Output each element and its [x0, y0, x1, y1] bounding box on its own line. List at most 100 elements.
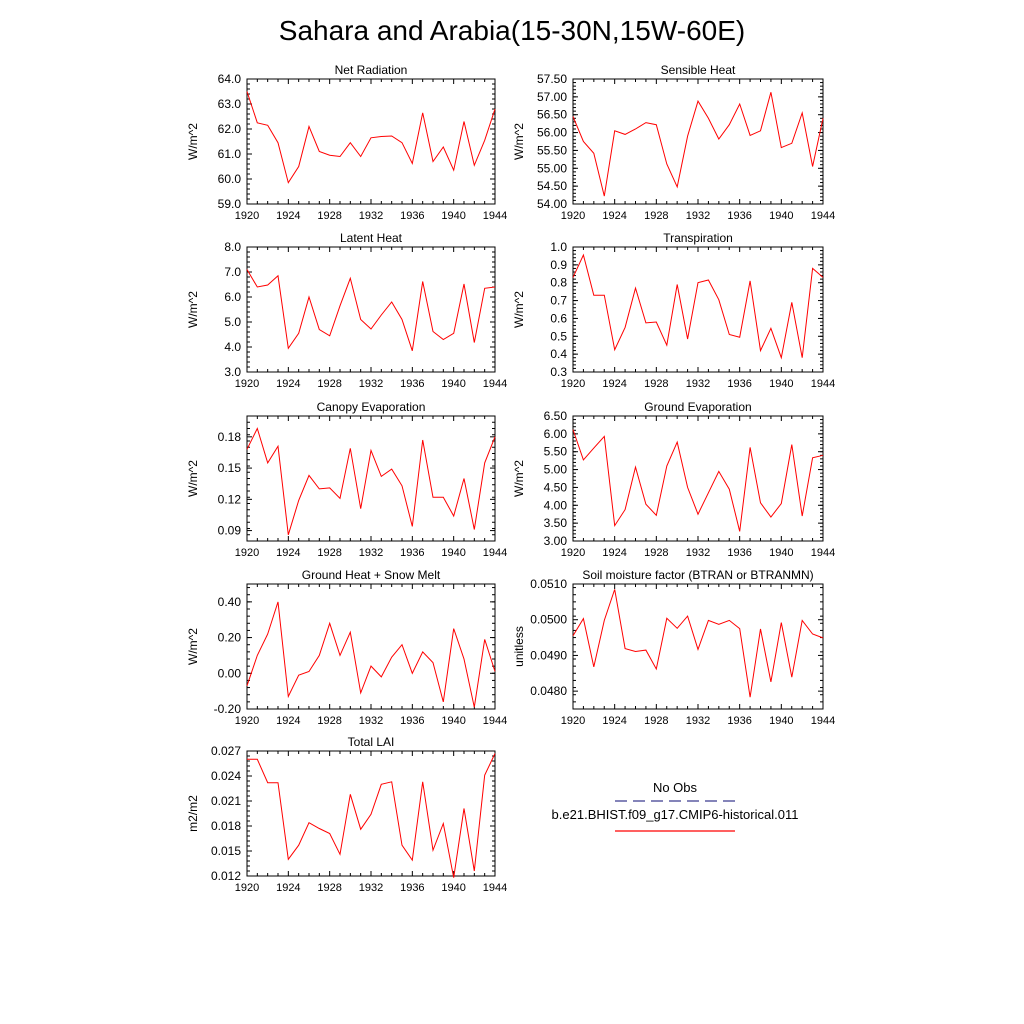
x-tick-label: 1936	[400, 547, 424, 559]
x-tick-label: 1924	[276, 882, 300, 894]
x-tick-label: 1944	[483, 378, 507, 390]
y-tick-label: 56.00	[537, 126, 567, 140]
panel-3: Latent Heat W/m^2 1920 1924 1928 1932 1936 1940…	[186, 231, 507, 390]
x-tick-label: 1932	[686, 715, 710, 727]
x-tick-label: 1940	[769, 210, 793, 222]
y-tick-label: 57.00	[537, 90, 567, 104]
x-tick-label: 1936	[400, 378, 424, 390]
y-tick-label: 5.00	[544, 463, 568, 477]
x-tick-label: 1920	[235, 210, 259, 222]
series-line	[247, 753, 496, 878]
plot-frame	[246, 415, 496, 542]
y-tick-label: 62.0	[218, 122, 242, 136]
x-tick-label: 1928	[644, 715, 668, 727]
y-axis-label: W/m^2	[512, 291, 526, 328]
y-tick-label: 1.0	[550, 240, 567, 254]
y-tick-label: 0.09	[218, 524, 242, 538]
y-tick-label: 0.018	[211, 819, 241, 833]
y-tick-label: 0.0510	[530, 577, 567, 591]
series-line	[572, 589, 824, 698]
x-tick-label: 1944	[811, 210, 835, 222]
y-tick-label: 7.0	[224, 265, 241, 279]
x-tick-label: 1932	[686, 547, 710, 559]
x-tick-label: 1940	[769, 378, 793, 390]
panel-1: Net Radiation W/m^2 1920 1924 1928 1932 1936 19…	[186, 63, 507, 222]
x-tick-label: 1924	[602, 715, 626, 727]
y-tick-label: 4.00	[544, 498, 568, 512]
y-tick-label: 0.7	[550, 294, 567, 308]
x-tick-label: 1936	[400, 210, 424, 222]
panel-6: Ground Evaporation W/m^2 1920 1924 1928 1932 1…	[512, 400, 835, 559]
x-tick-label: 1944	[811, 547, 835, 559]
y-tick-label: 0.40	[218, 595, 242, 609]
y-tick-label: -0.20	[214, 702, 242, 716]
x-tick-label: 1924	[276, 210, 300, 222]
x-tick-label: 1936	[400, 715, 424, 727]
x-tick-label: 1940	[441, 378, 465, 390]
panel-title: Ground Heat + Snow Melt	[302, 568, 441, 582]
series-line	[572, 429, 824, 532]
panel-7: Ground Heat + Snow Melt W/m^2 1920 1924 1928…	[186, 568, 507, 727]
y-tick-label: 55.00	[537, 161, 567, 175]
y-tick-label: 3.50	[544, 516, 568, 530]
plot-frame	[246, 78, 496, 205]
y-tick-label: 0.0500	[530, 613, 567, 627]
x-tick-label: 1920	[235, 547, 259, 559]
y-tick-label: 6.00	[544, 427, 568, 441]
panel-4: Transpiration W/m^2 1920 1924 1928 1932 1936 19…	[512, 231, 835, 390]
y-tick-label: 3.00	[544, 534, 568, 548]
y-tick-label: 0.015	[211, 844, 241, 858]
series-line	[246, 91, 496, 184]
x-tick-label: 1924	[276, 547, 300, 559]
y-tick-label: 0.024	[211, 769, 241, 783]
y-tick-label: 0.15	[218, 461, 242, 475]
y-tick-label: 0.5	[550, 329, 567, 343]
series-line	[246, 269, 496, 351]
y-tick-label: 0.6	[550, 311, 567, 325]
x-tick-label: 1944	[811, 715, 835, 727]
series-line	[246, 601, 496, 708]
x-tick-label: 1924	[276, 378, 300, 390]
y-axis-label: m2/m2	[186, 795, 200, 832]
y-tick-label: 0.20	[218, 631, 242, 645]
y-tick-label: 55.50	[537, 143, 567, 157]
panel-title: Soil moisture factor (BTRAN or BTRANMN)	[582, 568, 813, 582]
series-line	[572, 92, 824, 197]
panel-8: Soil moisture factor (BTRAN or BTRANMN) u…	[512, 568, 835, 727]
legend-model-label: b.e21.BHIST.f09_g17.CMIP6-historical.011	[552, 807, 799, 822]
y-tick-label: 0.18	[218, 430, 242, 444]
series-line	[572, 253, 824, 360]
y-tick-label: 4.0	[224, 340, 241, 354]
x-tick-label: 1936	[727, 547, 751, 559]
y-tick-label: 0.12	[218, 492, 242, 506]
y-tick-label: 54.50	[537, 179, 567, 193]
x-tick-label: 1940	[769, 547, 793, 559]
x-tick-label: 1920	[561, 715, 585, 727]
x-tick-label: 1924	[602, 547, 626, 559]
y-tick-label: 0.021	[211, 794, 241, 808]
panel-title: Latent Heat	[340, 231, 403, 245]
x-tick-label: 1928	[317, 547, 341, 559]
x-tick-label: 1944	[483, 882, 507, 894]
plot-frame	[572, 78, 824, 205]
panel-9: Total LAI m2/m2 1920 1924 1928 1932 1936 1940 19…	[186, 735, 507, 894]
plot-frame	[246, 246, 496, 373]
y-tick-label: 6.0	[224, 290, 241, 304]
panel-title: Ground Evaporation	[644, 400, 751, 414]
x-tick-label: 1928	[317, 715, 341, 727]
x-tick-label: 1920	[235, 882, 259, 894]
x-tick-label: 1924	[602, 210, 626, 222]
y-axis-label: W/m^2	[512, 460, 526, 497]
panel-2: Sensible Heat W/m^2 1920 1924 1928 1932 1936 19…	[512, 63, 835, 222]
y-tick-label: 0.0490	[530, 648, 567, 662]
x-tick-label: 1932	[359, 882, 383, 894]
x-tick-label: 1928	[644, 547, 668, 559]
x-tick-label: 1920	[561, 378, 585, 390]
y-tick-label: 0.9	[550, 258, 567, 272]
x-tick-label: 1932	[359, 547, 383, 559]
y-tick-label: 6.50	[544, 409, 568, 423]
x-tick-label: 1944	[811, 378, 835, 390]
y-tick-label: 64.0	[218, 72, 242, 86]
x-tick-label: 1928	[317, 378, 341, 390]
y-tick-label: 0.0480	[530, 684, 567, 698]
